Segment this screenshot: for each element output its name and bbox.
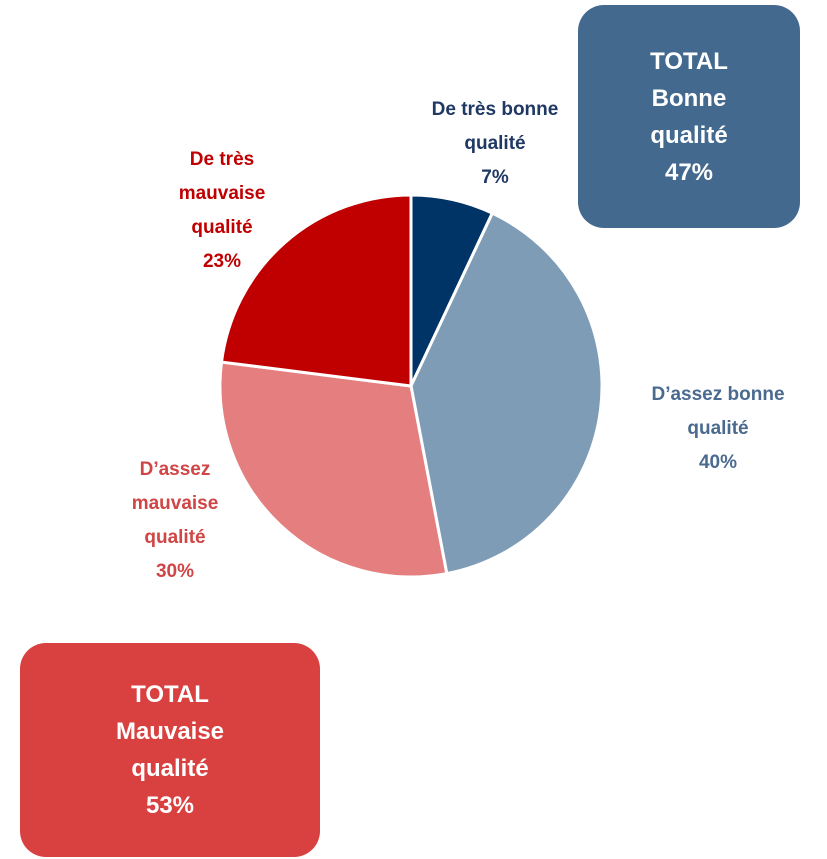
total-box: TOTAL Bonne qualité 47% bbox=[578, 5, 800, 228]
slice-label: D’assez bonne qualité 40% bbox=[628, 378, 808, 480]
slice-label: De très bonne qualité 7% bbox=[405, 93, 585, 195]
value-label: 40% bbox=[698, 452, 738, 473]
category-label: D’assez mauvaise qualité bbox=[131, 459, 219, 548]
box-title: TOTAL bbox=[131, 681, 209, 708]
slice-label: D’assez mauvaise qualité 30% bbox=[110, 453, 240, 589]
box-value: 47% bbox=[664, 158, 714, 186]
pie-slice bbox=[218, 360, 449, 579]
slice-label: De très mauvaise qualité 23% bbox=[157, 143, 287, 279]
box-text: Bonne qualité bbox=[650, 84, 728, 149]
value-label: 7% bbox=[481, 167, 509, 188]
category-label: De très mauvaise qualité bbox=[178, 149, 266, 238]
value-label: 23% bbox=[202, 251, 242, 272]
category-label: D’assez bonne qualité bbox=[651, 384, 785, 439]
box-title: TOTAL bbox=[650, 47, 728, 75]
category-label: De très bonne qualité bbox=[431, 99, 559, 154]
pie-slice bbox=[409, 211, 604, 576]
value-label: 30% bbox=[155, 561, 195, 582]
total-box: TOTAL Mauvaise qualité 53% bbox=[20, 643, 320, 857]
pie-slice bbox=[219, 193, 413, 388]
box-value: 53% bbox=[145, 792, 195, 819]
box-text: Mauvaise qualité bbox=[115, 718, 225, 782]
